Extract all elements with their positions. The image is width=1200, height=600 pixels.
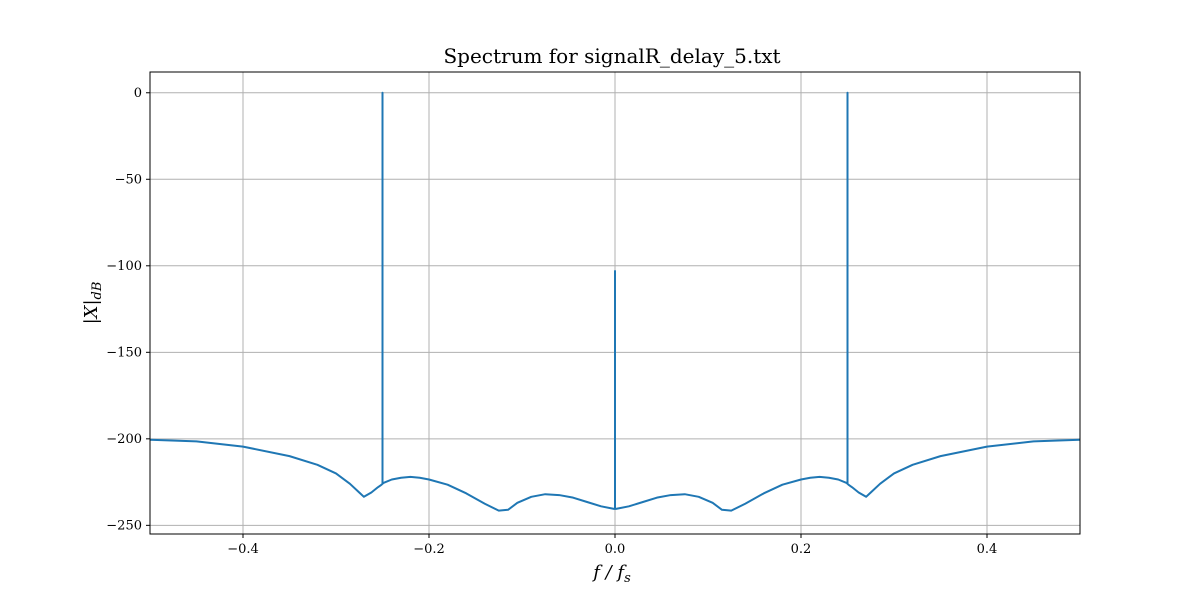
chart-title: Spectrum for signalR_delay_5.txt [443,44,780,68]
x-axis-label: f / fs [591,562,631,586]
y-tick-label: 0 [134,86,142,101]
spectrum-line [149,91,1081,512]
x-tick-label: 0.2 [791,542,812,557]
y-axis-label: |X|dB [81,282,105,325]
x-tick-label: 0.0 [605,542,626,557]
y-tick-label: −150 [106,345,142,360]
y-tick-label: −50 [115,172,142,187]
plot-area [149,91,1081,512]
y-tick-label: −250 [106,518,142,533]
x-axis-label-main: f / f [591,562,627,583]
x-tick-label: 0.4 [977,542,998,557]
y-tick-label: −200 [106,432,142,447]
ticks: −0.4 −0.2 0.0 0.2 0.4 0 −50 −100 −150 −200 −250 [106,86,997,557]
x-axis-label-subscript: s [624,571,631,586]
y-tick-label: −100 [106,259,142,274]
y-axis-label-main: |X| [81,299,102,324]
x-tick-label: −0.4 [227,542,259,557]
y-axis-label-subscript: dB [90,282,105,300]
x-tick-label: −0.2 [413,542,445,557]
